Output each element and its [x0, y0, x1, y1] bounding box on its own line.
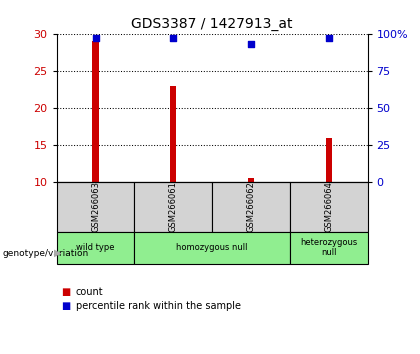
- Text: GSM266063: GSM266063: [91, 181, 100, 232]
- Bar: [57, 182, 134, 232]
- Text: wild type: wild type: [76, 243, 115, 252]
- Text: ■: ■: [61, 301, 70, 311]
- Text: GSM266061: GSM266061: [169, 181, 178, 232]
- Bar: [134, 182, 212, 232]
- Bar: [92, 41, 99, 182]
- Bar: [170, 86, 176, 182]
- Bar: [134, 232, 290, 264]
- Text: GSM266064: GSM266064: [324, 181, 333, 232]
- Text: count: count: [76, 287, 103, 297]
- Bar: [326, 138, 332, 182]
- Point: [248, 41, 255, 47]
- Bar: [57, 232, 134, 264]
- Bar: [290, 182, 368, 232]
- Text: ■: ■: [61, 287, 70, 297]
- Bar: [212, 182, 290, 232]
- Title: GDS3387 / 1427913_at: GDS3387 / 1427913_at: [131, 17, 293, 31]
- Text: genotype/variation: genotype/variation: [2, 249, 88, 258]
- Point: [170, 35, 177, 41]
- Text: GSM266062: GSM266062: [247, 181, 255, 232]
- Text: percentile rank within the sample: percentile rank within the sample: [76, 301, 241, 311]
- Point: [92, 35, 99, 41]
- Bar: [248, 178, 254, 182]
- Bar: [290, 232, 368, 264]
- Text: homozygous null: homozygous null: [176, 243, 248, 252]
- Point: [326, 35, 332, 41]
- Text: ▶: ▶: [54, 248, 61, 258]
- Text: heterozygous
null: heterozygous null: [300, 238, 357, 257]
